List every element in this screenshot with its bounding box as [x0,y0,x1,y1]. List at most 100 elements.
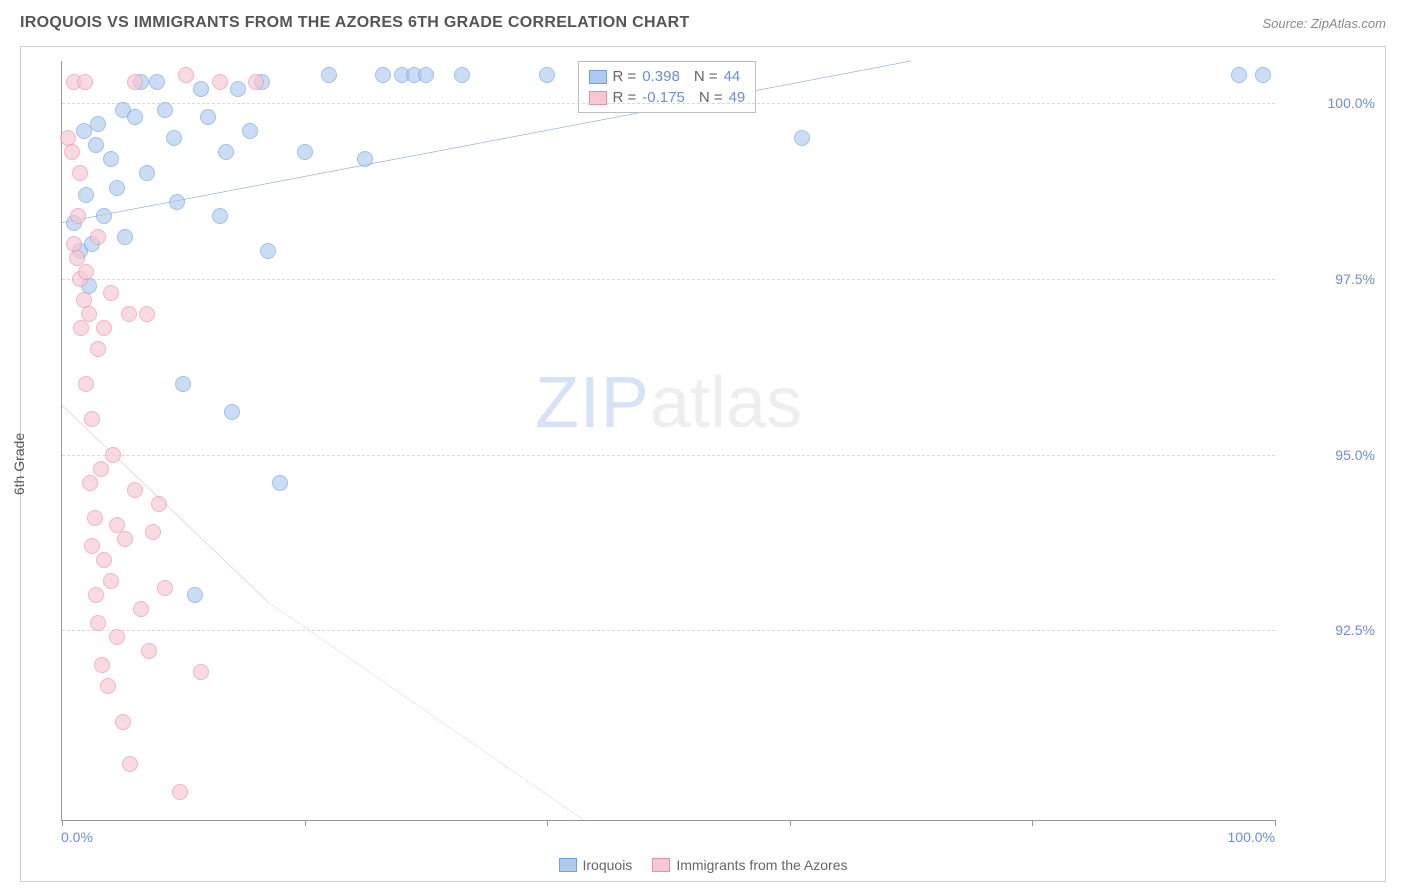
data-point [96,552,112,568]
legend-item: Iroquois [559,857,633,873]
y-tick-label: 97.5% [1285,271,1375,287]
data-point [454,67,470,83]
data-point [78,376,94,392]
data-point [178,67,194,83]
regression-lines [62,61,1275,820]
data-point [272,475,288,491]
y-tick-label: 92.5% [1285,622,1375,638]
x-axis-min-label: 0.0% [61,829,93,845]
data-point [1255,67,1271,83]
chart-title: IROQUOIS VS IMMIGRANTS FROM THE AZORES 6… [20,14,690,32]
data-point [418,67,434,83]
plot-area: ZIPatlas R =0.398N =44R =-0.175N =49 92.… [61,61,1275,821]
data-point [139,306,155,322]
x-tick [790,820,791,826]
data-point [115,714,131,730]
data-point [96,208,112,224]
data-point [139,165,155,181]
data-point [117,531,133,547]
data-point [87,510,103,526]
data-point [121,306,137,322]
data-point [88,137,104,153]
data-point [157,580,173,596]
stat-n-label: N = [694,68,718,85]
legend: Iroquois Immigrants from the Azores [21,857,1385,875]
stats-row: R =-0.175N =49 [579,87,756,108]
source-link[interactable]: ZipAtlas.com [1311,16,1386,31]
legend-swatch [559,858,577,872]
gridline [62,630,1275,631]
data-point [321,67,337,83]
data-point [70,208,86,224]
data-point [84,411,100,427]
stat-n-value: 44 [724,68,741,85]
data-point [122,756,138,772]
data-point [77,74,93,90]
data-point [109,629,125,645]
y-axis-label: 6th Grade [11,433,27,495]
data-point [212,74,228,90]
data-point [109,180,125,196]
data-point [103,285,119,301]
data-point [78,264,94,280]
data-point [90,615,106,631]
data-point [260,243,276,259]
data-point [242,123,258,139]
data-point [375,67,391,83]
data-point [1231,67,1247,83]
data-point [93,461,109,477]
x-tick [1032,820,1033,826]
data-point [100,678,116,694]
data-point [78,187,94,203]
data-point [103,573,119,589]
data-point [200,109,216,125]
data-point [187,587,203,603]
x-axis-max-label: 100.0% [1228,829,1275,845]
x-tick [62,820,63,826]
data-point [127,482,143,498]
chart-container: 6th Grade ZIPatlas R =0.398N =44R =-0.17… [20,46,1386,882]
data-point [76,123,92,139]
legend-label: Immigrants from the Azores [676,857,847,873]
data-point [81,306,97,322]
x-tick [547,820,548,826]
legend-swatch [652,858,670,872]
data-point [96,320,112,336]
data-point [151,496,167,512]
stat-r-label: R = [613,68,637,85]
data-point [149,74,165,90]
y-tick-label: 100.0% [1285,95,1375,111]
data-point [127,74,143,90]
data-point [297,144,313,160]
gridline [62,103,1275,104]
data-point [172,784,188,800]
data-point [94,657,110,673]
data-point [224,404,240,420]
legend-swatch [589,70,607,84]
data-point [248,74,264,90]
legend-label: Iroquois [583,857,633,873]
watermark-atlas: atlas [650,363,802,443]
data-point [90,341,106,357]
data-point [133,601,149,617]
data-point [357,151,373,167]
x-axis-labels: 0.0% 100.0% [61,829,1275,849]
data-point [64,144,80,160]
data-point [230,81,246,97]
data-point [84,538,100,554]
legend-item: Immigrants from the Azores [652,857,847,873]
stat-r-value: 0.398 [642,68,680,85]
data-point [169,194,185,210]
data-point [103,151,119,167]
data-point [82,475,98,491]
data-point [145,524,161,540]
source-attribution: Source: ZipAtlas.com [1262,16,1386,31]
data-point [127,109,143,125]
data-point [90,116,106,132]
data-point [90,229,106,245]
data-point [88,587,104,603]
source-prefix: Source: [1262,16,1310,31]
data-point [193,81,209,97]
data-point [218,144,234,160]
y-tick-label: 95.0% [1285,447,1375,463]
